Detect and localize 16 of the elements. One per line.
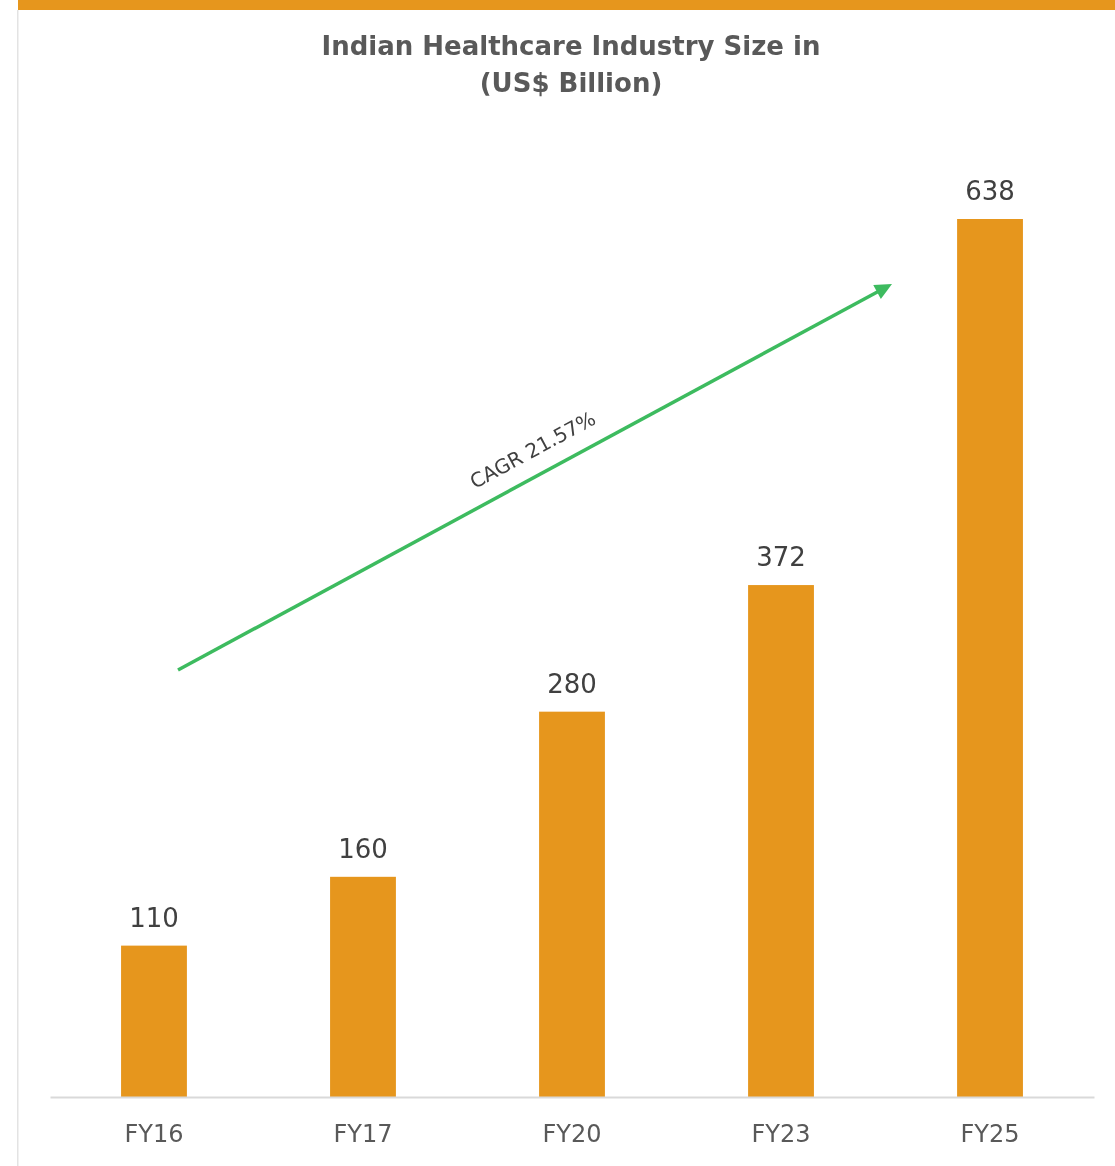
x-tick-label: FY16	[124, 1120, 184, 1149]
data-label: 110	[129, 902, 179, 933]
x-tick-label: FY20	[542, 1120, 602, 1149]
data-label: 638	[965, 176, 1015, 206]
bar	[121, 945, 187, 1097]
data-label: 280	[547, 668, 597, 699]
data-label: 160	[338, 833, 388, 864]
x-tick-label: FY17	[333, 1120, 393, 1149]
x-tick-label: FY23	[751, 1120, 811, 1149]
bar	[748, 585, 814, 1097]
bar	[957, 219, 1023, 1097]
bar	[539, 711, 605, 1097]
x-tick-label: FY25	[960, 1120, 1020, 1149]
bar	[330, 876, 396, 1097]
data-label: 372	[756, 542, 806, 573]
chart-title: Indian Healthcare Industry Size in (US$ Billion)	[321, 31, 821, 98]
